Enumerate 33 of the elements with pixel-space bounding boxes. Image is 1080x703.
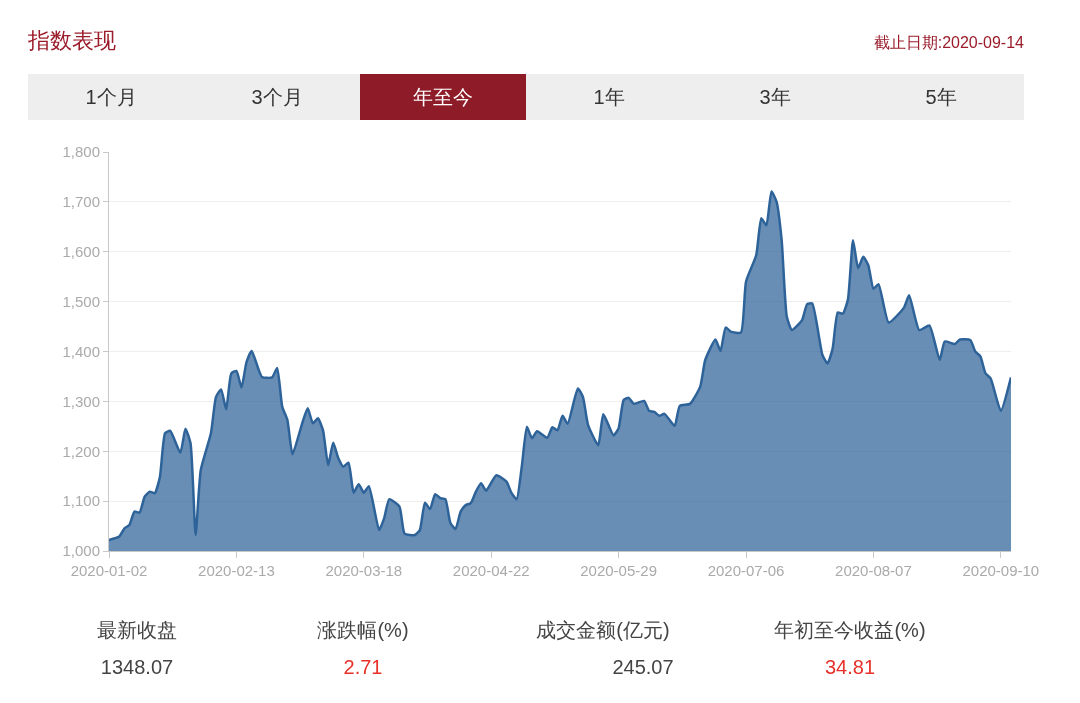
y-tick-label: 1,700 <box>62 193 100 211</box>
text: 1348.07 <box>99 656 175 679</box>
y-tick-label: 1,100 <box>62 492 100 510</box>
x-tick-label: 2020-03-18 <box>325 562 403 579</box>
y-tick-label: 1,300 <box>62 392 100 410</box>
x-tick-label: 2020-07-06 <box>707 562 785 579</box>
text: 1年 <box>592 85 626 110</box>
chart-title: 指数表现 <box>28 27 116 55</box>
x-tick-label: 2020-04-22 <box>452 562 530 579</box>
text: 5年 <box>924 85 958 110</box>
text: 年至今 <box>360 74 526 120</box>
text: 最新收盘 <box>96 618 178 643</box>
y-tick-label: 1,200 <box>62 442 100 460</box>
text: 245.07 <box>611 656 675 679</box>
text: 涨跌幅(%) <box>316 618 410 643</box>
text: 年初至今收益(%) <box>773 618 927 643</box>
text: 1个月 <box>84 85 138 110</box>
x-tick-label: 2020-09-10 <box>962 562 1040 579</box>
y-tick-label: 1,600 <box>62 243 100 260</box>
text: 34.81 <box>823 656 877 679</box>
text: 成交金额(亿元) <box>535 618 671 643</box>
x-tick-label: 2020-08-07 <box>835 562 912 579</box>
y-tick-label: 1,800 <box>62 143 100 161</box>
x-tick-label: 2020-02-13 <box>198 562 275 579</box>
y-tick-label: 1,000 <box>62 542 100 560</box>
x-tick-label: 2020-01-02 <box>70 562 148 579</box>
y-tick-label: 1,500 <box>62 292 100 310</box>
y-tick-label: 1,400 <box>62 342 100 360</box>
text: 2.71 <box>342 656 384 679</box>
text: 3个月 <box>250 85 304 110</box>
text: 3年 <box>758 85 792 110</box>
x-tick-label: 2020-05-29 <box>580 562 657 579</box>
chart-subtitle: 截止日期:2020-09-14 <box>873 33 1024 53</box>
